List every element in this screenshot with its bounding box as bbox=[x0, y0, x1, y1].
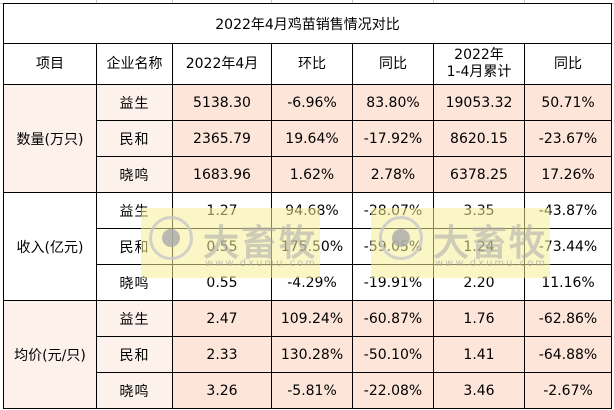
table-row: 晓鸣 3.26 -5.81% -22.08% 3.46 -2.67% bbox=[4, 372, 613, 409]
ytd-value: 8620.15 bbox=[433, 120, 525, 157]
table-row: 数量(万只) 益生 5138.30 -6.96% 83.80% 19053.32… bbox=[3, 84, 613, 193]
ytd-yoy-value: -62.86% bbox=[523, 300, 613, 337]
month-value: 1683.96 bbox=[172, 156, 272, 193]
ytd-value: 19053.32 bbox=[433, 84, 525, 121]
month-value: 3.26 bbox=[172, 372, 272, 409]
table-row: 均价(元/只) 益生 2.47 109.24% -60.87% 1.76 -62… bbox=[3, 300, 613, 409]
mom-value: -4.29% bbox=[271, 264, 353, 301]
mom-value: 175.50% bbox=[271, 228, 353, 265]
company-name: 民和 bbox=[96, 228, 173, 265]
ytd-yoy-value: -43.87% bbox=[523, 192, 613, 229]
yoy-value: -28.07% bbox=[352, 192, 434, 229]
yoy-value: -60.87% bbox=[352, 300, 434, 337]
ytd-value: 1.24 bbox=[433, 228, 525, 265]
company-name: 益生 bbox=[96, 84, 173, 121]
ytd-value: 6378.25 bbox=[433, 156, 525, 193]
ytd-value: 1.76 bbox=[433, 300, 525, 337]
yoy-value: -19.91% bbox=[352, 264, 434, 301]
ytd-yoy-value: 17.26% bbox=[523, 156, 613, 193]
header-company: 企业名称 bbox=[96, 43, 173, 85]
group-label-revenue: 收入(亿元) bbox=[3, 192, 97, 301]
company-name: 晓鸣 bbox=[96, 372, 173, 409]
month-value: 2365.79 bbox=[172, 120, 272, 157]
company-name: 晓鸣 bbox=[96, 264, 173, 301]
ytd-value: 1.41 bbox=[433, 336, 525, 373]
mom-value: 1.62% bbox=[271, 156, 353, 193]
mom-value: 109.24% bbox=[271, 300, 353, 337]
mom-value: -6.96% bbox=[271, 84, 353, 121]
month-value: 0.55 bbox=[172, 228, 272, 265]
company-name: 民和 bbox=[96, 336, 173, 373]
ytd-value: 2.20 bbox=[433, 264, 525, 301]
group-label-avg-price: 均价(元/只) bbox=[3, 300, 97, 409]
company-name: 民和 bbox=[96, 120, 173, 157]
yoy-value: -17.92% bbox=[352, 120, 434, 157]
ytd-yoy-value: 11.16% bbox=[523, 264, 613, 301]
table-row: 收入(亿元) 益生 1.27 94.68% -28.07% 3.35 -43.8… bbox=[3, 192, 613, 301]
header-row: 项目 企业名称 2022年4月 环比 同比 2022年 1-4月累计 同比 bbox=[3, 43, 613, 85]
header-yoy: 同比 bbox=[352, 43, 434, 85]
mom-value: 94.68% bbox=[271, 192, 353, 229]
ytd-yoy-value: 50.71% bbox=[523, 84, 613, 121]
month-value: 1.27 bbox=[172, 192, 272, 229]
header-ytd-line2: 1-4月累计 bbox=[446, 64, 512, 80]
ytd-yoy-value: -73.44% bbox=[523, 228, 613, 265]
yoy-value: -50.10% bbox=[352, 336, 434, 373]
company-name: 益生 bbox=[96, 300, 173, 337]
mom-value: 130.28% bbox=[271, 336, 353, 373]
ytd-yoy-value: -23.67% bbox=[523, 120, 613, 157]
header-ytd: 2022年 1-4月累计 bbox=[433, 43, 525, 85]
table-row: 民和 2.33 130.28% -50.10% 1.41 -64.88% bbox=[4, 336, 613, 373]
header-item: 项目 bbox=[3, 43, 97, 85]
yoy-value: 83.80% bbox=[352, 84, 434, 121]
ytd-value: 3.46 bbox=[433, 372, 525, 409]
table-row: 晓鸣 1683.96 1.62% 2.78% 6378.25 17.26% bbox=[4, 156, 613, 193]
mom-value: 19.64% bbox=[271, 120, 353, 157]
company-name: 晓鸣 bbox=[96, 156, 173, 193]
header-ytd-yoy: 同比 bbox=[523, 43, 613, 85]
group-label-quantity: 数量(万只) bbox=[3, 84, 97, 193]
month-value: 2.33 bbox=[172, 336, 272, 373]
yoy-value: 2.78% bbox=[352, 156, 434, 193]
table-title: 2022年4月鸡苗销售情况对比 bbox=[2, 3, 613, 44]
yoy-value: -22.08% bbox=[352, 372, 434, 409]
company-name: 益生 bbox=[96, 192, 173, 229]
mom-value: -5.81% bbox=[271, 372, 353, 409]
header-mom: 环比 bbox=[271, 43, 353, 85]
month-value: 2.47 bbox=[172, 300, 272, 337]
yoy-value: -59.05% bbox=[352, 228, 434, 265]
month-value: 0.55 bbox=[172, 264, 272, 301]
table-row: 民和 2365.79 19.64% -17.92% 8620.15 -23.67… bbox=[4, 120, 613, 157]
header-ytd-line1: 2022年 bbox=[454, 47, 504, 63]
ytd-yoy-value: -2.67% bbox=[523, 372, 613, 409]
month-value: 5138.30 bbox=[172, 84, 272, 121]
ytd-yoy-value: -64.88% bbox=[523, 336, 613, 373]
ytd-value: 3.35 bbox=[433, 192, 525, 229]
header-month: 2022年4月 bbox=[172, 43, 272, 85]
chick-sales-comparison-table: 2022年4月鸡苗销售情况对比 项目 企业名称 2022年4月 环比 同比 20… bbox=[2, 3, 613, 409]
